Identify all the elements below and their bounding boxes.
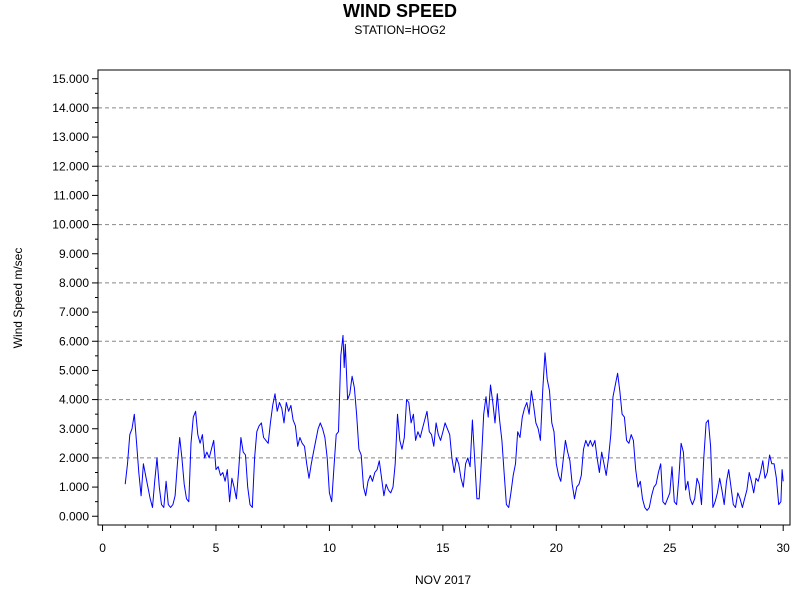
- y-tick-label: 0.000: [59, 509, 89, 523]
- chart-subtitle: STATION=HOG2: [354, 23, 446, 37]
- y-tick-label: 5.000: [59, 363, 89, 377]
- y-axis: 0.000 1.000 2.000 3.000 4.000 5.000 6.000 7.000…: [52, 72, 98, 523]
- chart-title: WIND SPEED: [342, 1, 457, 21]
- y-tick-label: 2.000: [59, 451, 89, 465]
- y-tick-label: 9.000: [59, 247, 89, 261]
- y-tick-label: 12.000: [52, 159, 89, 173]
- x-axis: 0 5 10 15 20 25 30: [99, 525, 790, 555]
- y-tick-label: 10.000: [52, 218, 89, 232]
- x-tick-label: 5: [213, 541, 220, 555]
- y-tick-label: 11.000: [53, 188, 89, 202]
- series-layer: [124, 334, 784, 511]
- y-tick-label: 7.000: [59, 305, 89, 319]
- x-tick-label: 25: [663, 541, 677, 555]
- y-tick-label: 3.000: [59, 422, 89, 436]
- y-tick-label: 13.000: [52, 130, 89, 144]
- plot-frame: [97, 69, 791, 526]
- x-tick-label: 30: [777, 541, 791, 555]
- y-tick-label: 4.000: [59, 393, 89, 407]
- gridlines: [98, 107, 790, 459]
- y-tick-label: 15.000: [52, 72, 89, 86]
- x-tick-label: 15: [436, 541, 450, 555]
- x-axis-label: NOV 2017: [414, 573, 472, 587]
- x-tick-label: 10: [323, 541, 337, 555]
- wind-speed-series-line: [124, 334, 784, 511]
- y-tick-label: 1.000: [59, 480, 89, 494]
- y-tick-label: 6.000: [59, 334, 89, 348]
- y-tick-label: 14.000: [52, 101, 89, 115]
- x-tick-label: 0: [99, 541, 106, 555]
- x-tick-label: 20: [550, 541, 564, 555]
- y-tick-label: 8.000: [59, 276, 89, 290]
